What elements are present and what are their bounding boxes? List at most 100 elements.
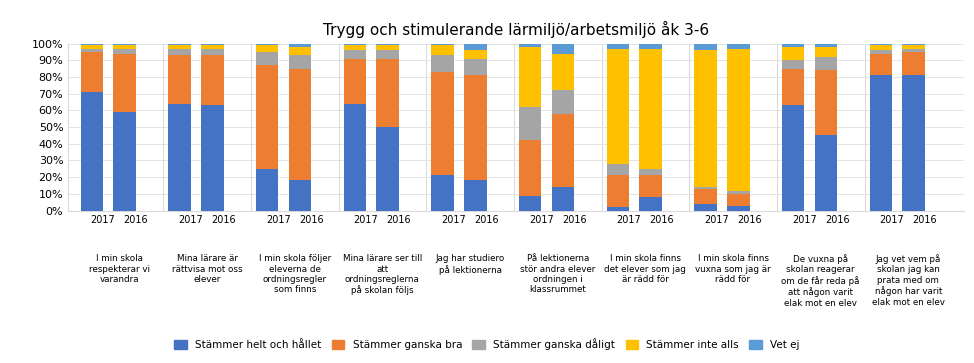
Text: De vuxna på
skolan reagerar
om de får reda på
att någon varit
elak mot en elev: De vuxna på skolan reagerar om de får re…	[781, 254, 860, 308]
Bar	[728, 44, 750, 49]
Bar	[815, 57, 838, 70]
Bar	[519, 140, 542, 196]
Bar	[114, 44, 135, 45]
Bar	[377, 44, 398, 45]
Bar	[782, 105, 805, 211]
Bar	[114, 49, 135, 54]
Bar	[694, 187, 717, 189]
Bar	[81, 45, 103, 49]
Bar	[640, 169, 662, 175]
Bar	[256, 65, 279, 169]
Bar	[519, 44, 542, 47]
Bar	[640, 49, 662, 169]
Bar	[431, 175, 454, 211]
Bar	[169, 104, 191, 211]
Bar	[552, 114, 575, 187]
Bar	[256, 45, 279, 52]
Bar	[694, 50, 717, 187]
Bar	[465, 58, 486, 75]
Bar	[552, 44, 575, 54]
Bar	[377, 50, 398, 58]
Bar	[169, 55, 191, 104]
Bar	[782, 69, 805, 105]
Text: I min skola
respekterar vi
varandra: I min skola respekterar vi varandra	[89, 254, 150, 284]
Bar	[728, 205, 750, 211]
Bar	[519, 47, 542, 107]
Bar	[465, 180, 486, 211]
Bar	[431, 72, 454, 175]
Bar	[694, 189, 717, 204]
Bar	[202, 45, 223, 49]
Bar	[870, 54, 892, 75]
Text: Mina lärare är
rättvisa mot oss
elever: Mina lärare är rättvisa mot oss elever	[171, 254, 243, 284]
Bar	[289, 44, 311, 47]
Bar	[169, 44, 191, 45]
Bar	[903, 52, 925, 75]
Bar	[465, 50, 486, 58]
Bar	[81, 92, 103, 211]
Bar	[114, 54, 135, 112]
Bar	[728, 49, 750, 191]
Text: Jag har studiero
på lektionerna: Jag har studiero på lektionerna	[435, 254, 505, 274]
Bar	[169, 49, 191, 55]
Bar	[81, 49, 103, 52]
Bar	[552, 54, 575, 90]
Bar	[815, 70, 838, 135]
Bar	[870, 75, 892, 211]
Bar	[694, 204, 717, 211]
Bar	[640, 175, 662, 197]
Bar	[202, 49, 223, 55]
Bar	[640, 44, 662, 49]
Bar	[344, 58, 366, 104]
Bar	[289, 180, 311, 211]
Bar	[552, 187, 575, 211]
Bar	[782, 44, 805, 47]
Bar	[431, 45, 454, 55]
Bar	[431, 44, 454, 45]
Text: I min skola finns
vuxna som jag är
rädd för: I min skola finns vuxna som jag är rädd …	[695, 254, 770, 284]
Bar	[344, 44, 366, 45]
Bar	[256, 52, 279, 65]
Bar	[870, 50, 892, 54]
Bar	[607, 207, 629, 211]
Bar	[202, 55, 223, 105]
Bar	[870, 44, 892, 45]
Bar	[728, 191, 750, 194]
Bar	[256, 169, 279, 211]
Bar	[607, 49, 629, 164]
Title: Trygg och stimulerande lärmiljö/arbetsmiljö åk 3-6: Trygg och stimulerande lärmiljö/arbetsmi…	[323, 21, 709, 38]
Bar	[114, 112, 135, 211]
Bar	[870, 45, 892, 50]
Bar	[903, 44, 925, 45]
Bar	[377, 45, 398, 50]
Bar	[256, 44, 279, 45]
Bar	[519, 196, 542, 211]
Bar	[694, 44, 717, 50]
Bar	[344, 104, 366, 211]
Bar	[607, 44, 629, 49]
Text: I min skola finns
det elever som jag
är rädd för: I min skola finns det elever som jag är …	[605, 254, 687, 284]
Text: Jag vet vem på
skolan jag kan
prata med om
någon har varit
elak mot en elev: Jag vet vem på skolan jag kan prata med …	[872, 254, 945, 307]
Bar	[815, 135, 838, 211]
Bar	[81, 52, 103, 92]
Text: Mina lärare ser till
att
ordningsreglerna
på skolan följs: Mina lärare ser till att ordningsreglern…	[343, 254, 422, 295]
Bar	[815, 44, 838, 47]
Bar	[903, 49, 925, 52]
Bar	[202, 105, 223, 211]
Bar	[607, 175, 629, 207]
Bar	[607, 164, 629, 175]
Bar	[552, 90, 575, 114]
Legend: Stämmer helt och hållet, Stämmer ganska bra, Stämmer ganska dåligt, Stämmer inte: Stämmer helt och hållet, Stämmer ganska …	[170, 334, 804, 354]
Bar	[289, 55, 311, 69]
Bar	[728, 194, 750, 205]
Bar	[114, 45, 135, 49]
Bar	[519, 107, 542, 140]
Bar	[169, 45, 191, 49]
Bar	[640, 197, 662, 211]
Bar	[782, 60, 805, 69]
Text: På lektionerna
stör andra elever
ordningen i
klassrummet: På lektionerna stör andra elever ordning…	[520, 254, 595, 294]
Bar	[465, 44, 486, 50]
Bar	[377, 58, 398, 127]
Bar	[815, 47, 838, 57]
Bar	[903, 45, 925, 49]
